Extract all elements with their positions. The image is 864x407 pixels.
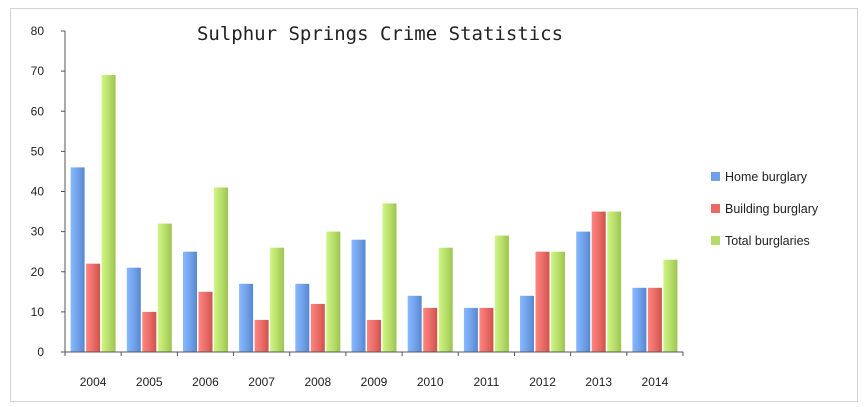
bar-building-burglary-2010 [423, 307, 438, 352]
x-tick-label: 2014 [642, 375, 669, 389]
bar-home-burglary-2010 [407, 295, 422, 352]
bar-building-burglary-2004 [86, 263, 101, 352]
bars [70, 75, 678, 352]
x-tick-label: 2005 [136, 375, 163, 389]
y-tick-label: 80 [31, 24, 45, 38]
bar-home-burglary-2006 [183, 251, 197, 352]
bar-total-burglaries-2010 [438, 247, 453, 352]
bar-home-burglary-2008 [295, 283, 310, 352]
legend: Home burglary Building burglary Total burg… [711, 170, 819, 248]
legend-swatch [711, 236, 720, 245]
bar-total-burglaries-2008 [326, 231, 341, 352]
x-axis: 2004 2005 2006 2007 2008 2009 2010 2011 2012 2013… [64, 351, 684, 389]
legend-label: Home burglary [725, 170, 808, 184]
x-tick-label: 2012 [529, 375, 556, 389]
bar-building-burglary-2013 [591, 211, 606, 352]
x-tick-label: 2004 [80, 375, 107, 389]
bar-home-burglary-2013 [576, 231, 591, 352]
bar-building-burglary-2005 [142, 311, 157, 352]
x-tick-label: 2011 [473, 375, 499, 389]
x-tick-label: 2008 [304, 375, 331, 389]
bar-home-burglary-2014 [632, 287, 647, 352]
y-tick-label: 50 [31, 144, 45, 158]
bar-total-burglaries-2006 [214, 187, 228, 352]
bar-home-burglary-2011 [463, 307, 478, 352]
y-tick-label: 60 [31, 104, 45, 118]
bar-total-burglaries-2004 [101, 75, 116, 352]
bar-total-burglaries-2012 [551, 251, 565, 352]
bar-total-burglaries-2014 [663, 259, 678, 352]
y-tick-label: 20 [31, 265, 45, 279]
bar-total-burglaries-2005 [157, 223, 172, 352]
y-axis: 0 10 20 30 40 50 60 70 80 [31, 24, 66, 359]
legend-label: Total burglaries [725, 234, 810, 248]
bar-building-burglary-2009 [367, 319, 381, 352]
bar-home-burglary-2007 [239, 283, 254, 352]
y-tick-label: 10 [31, 305, 45, 319]
bar-home-burglary-2004 [70, 167, 85, 352]
legend-label: Building burglary [725, 202, 819, 216]
x-tick-label: 2007 [248, 375, 275, 389]
bar-total-burglaries-2013 [607, 211, 622, 352]
legend-swatch [711, 204, 720, 213]
bar-building-burglary-2007 [254, 319, 269, 352]
bar-total-burglaries-2011 [494, 235, 509, 352]
bar-building-burglary-2014 [647, 287, 662, 352]
bar-building-burglary-2006 [198, 291, 213, 352]
bar-home-burglary-2009 [351, 239, 366, 352]
bar-home-burglary-2012 [520, 295, 534, 352]
bar-total-burglaries-2007 [270, 247, 285, 352]
bar-building-burglary-2008 [310, 303, 325, 352]
bar-building-burglary-2011 [479, 307, 494, 352]
x-tick-label: 2013 [585, 375, 612, 389]
bar-home-burglary-2005 [126, 267, 141, 352]
y-tick-label: 0 [37, 345, 44, 359]
y-tick-label: 30 [31, 225, 45, 239]
y-tick-label: 70 [31, 64, 45, 78]
bar-building-burglary-2012 [535, 251, 550, 352]
chart-title: Sulphur Springs Crime Statistics [197, 23, 563, 45]
bar-total-burglaries-2009 [382, 203, 397, 352]
y-tick-label: 40 [31, 185, 45, 199]
x-tick-label: 2009 [361, 375, 388, 389]
x-tick-label: 2006 [192, 375, 219, 389]
x-tick-label: 2010 [417, 375, 444, 389]
legend-swatch [711, 172, 720, 181]
